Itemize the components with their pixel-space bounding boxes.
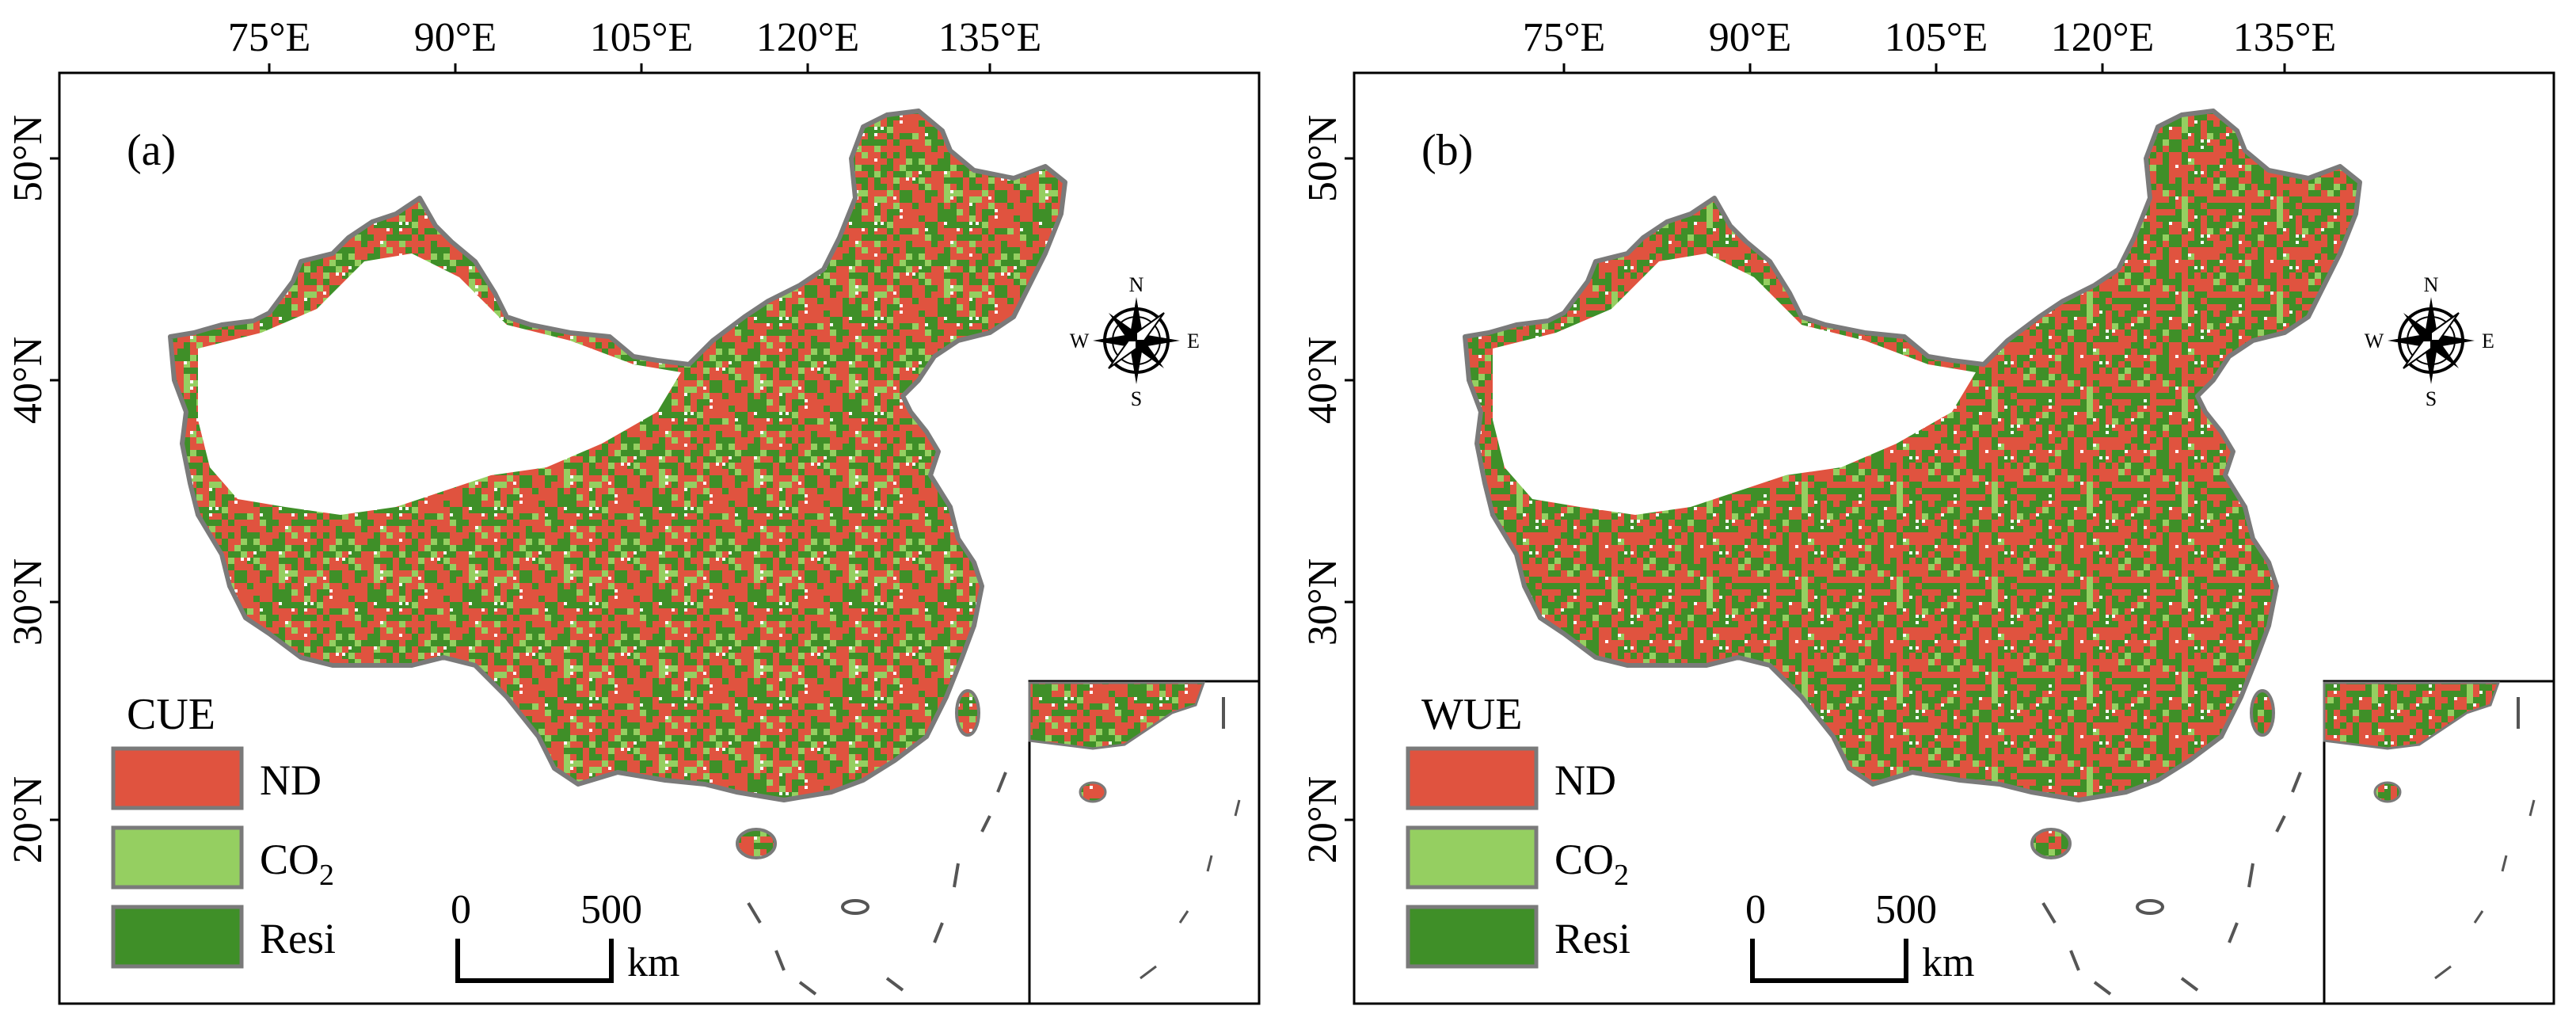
compass-w: W: [2365, 330, 2384, 352]
panel-b: 75°E 90°E 105°E 120°E 135°E 50°N 40°N 30…: [1300, 15, 2555, 1005]
compass-rose: N S E W: [2365, 273, 2494, 410]
top-tick-label: 105°E: [590, 15, 694, 60]
top-axis-ticks: [1562, 63, 2286, 73]
compass-s: S: [2426, 387, 2437, 410]
left-axis-ticks: [50, 157, 59, 821]
left-tick-label: 40°N: [6, 337, 51, 424]
taiwan-island: [2250, 689, 2275, 737]
top-axis-ticks: [268, 63, 991, 73]
svg-text:0: 0: [451, 887, 471, 932]
compass-e: E: [1187, 330, 1200, 352]
legend-swatch-nd: [1406, 746, 1539, 810]
legend-swatch-resi: [1406, 905, 1539, 969]
unvegetated-area: [198, 253, 681, 515]
compass-n: N: [2424, 273, 2439, 296]
compass-s: S: [1131, 387, 1142, 410]
left-tick-label: 40°N: [1300, 337, 1345, 424]
left-tick-label: 50°N: [1300, 115, 1345, 202]
legend-label-co2: CO2: [1554, 836, 1629, 892]
legend-label-nd: ND: [1554, 756, 1616, 804]
legend-label-nd: ND: [260, 756, 322, 804]
left-axis-ticks: [1345, 157, 1354, 821]
legend-swatch-nd: [111, 746, 244, 810]
compass-rose: N S E W: [1070, 273, 1200, 410]
top-tick-label: 75°E: [1523, 15, 1606, 60]
top-tick-label: 120°E: [2051, 15, 2155, 60]
hainan-island: [736, 828, 777, 859]
unvegetated-area: [1493, 253, 1976, 515]
top-tick-label: 75°E: [228, 15, 311, 60]
top-tick-label: 90°E: [414, 15, 497, 60]
scale-bar: 0 500 km: [451, 887, 679, 985]
legend-swatch-resi: [111, 905, 244, 969]
legend: WUE ND CO2 Resi: [1406, 690, 1630, 969]
inset-map: [1028, 680, 1261, 1005]
svg-text:500: 500: [1875, 887, 1937, 932]
top-tick-label: 105°E: [1885, 15, 1988, 60]
legend-swatch-co2: [111, 825, 244, 890]
panel-a: 75°E 90°E 105°E 120°E 135°E 50°N 40°N 30…: [6, 15, 1261, 1005]
inset-map: [2323, 680, 2555, 1005]
left-tick-label: 30°N: [1300, 558, 1345, 646]
hainan-island: [2030, 828, 2072, 859]
south-china-sea-boundary: [2041, 772, 2302, 996]
left-tick-label: 20°N: [6, 776, 51, 863]
left-tick-label: 50°N: [6, 115, 51, 202]
scale-bar: 0 500 km: [1745, 887, 1974, 985]
south-china-sea-boundary: [747, 772, 1007, 996]
legend-title: CUE: [127, 690, 215, 739]
left-tick-label: 30°N: [6, 558, 51, 646]
top-tick-label: 135°E: [2233, 15, 2337, 60]
legend-title: WUE: [1421, 690, 1523, 739]
svg-text:km: km: [627, 940, 679, 985]
legend-label-resi: Resi: [260, 915, 336, 962]
top-tick-label: 135°E: [938, 15, 1042, 60]
legend-swatch-co2: [1406, 825, 1539, 890]
legend-label-resi: Resi: [1554, 915, 1630, 962]
svg-text:km: km: [1922, 940, 1974, 985]
legend: CUE ND CO2 Resi: [111, 690, 336, 969]
compass-e: E: [2482, 330, 2494, 352]
top-tick-label: 120°E: [756, 15, 860, 60]
panel-label: (b): [1421, 126, 1473, 175]
taiwan-island: [955, 689, 980, 737]
top-tick-label: 90°E: [1709, 15, 1792, 60]
left-tick-label: 20°N: [1300, 776, 1345, 863]
panel-label: (a): [127, 126, 176, 175]
svg-text:500: 500: [580, 887, 642, 932]
compass-w: W: [1070, 330, 1090, 352]
legend-label-co2: CO2: [260, 836, 334, 892]
svg-text:0: 0: [1745, 887, 1766, 932]
compass-n: N: [1129, 273, 1144, 296]
